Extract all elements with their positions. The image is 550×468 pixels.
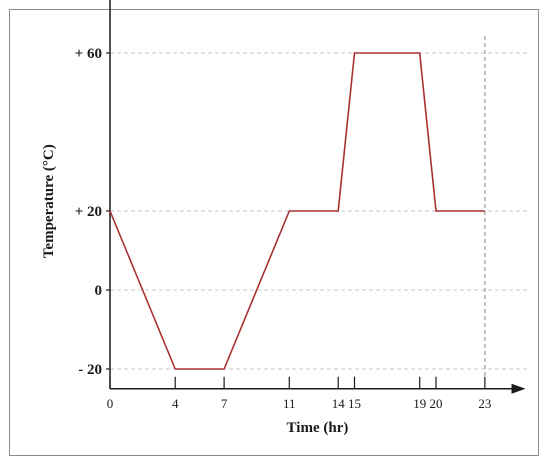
x-tick-label-6: 19 [413, 396, 426, 411]
x-tick-label-3: 11 [283, 396, 296, 411]
x-tick-label-7: 20 [430, 396, 443, 411]
grid-layer [110, 36, 528, 389]
series-line-0 [109, 52, 485, 370]
y-tick-label-0: - 20 [78, 362, 102, 378]
x-tick-label-5: 15 [348, 396, 361, 411]
x-tick-label-4: 14 [332, 396, 346, 411]
x-tick-label-8: 23 [478, 396, 491, 411]
y-tick-label-2: + 20 [75, 204, 102, 220]
x-axis-arrow [511, 383, 526, 394]
chart-frame [9, 9, 539, 456]
x-tick-label-2: 7 [221, 396, 228, 411]
series-layer [109, 52, 485, 370]
y-tick-label-3: + 60 [75, 46, 102, 62]
y-axis-label: Temperature (°C) [41, 144, 57, 258]
y-tick-label-1: 0 [95, 283, 103, 299]
axis-layer [106, 0, 526, 394]
x-tick-label-0: 0 [107, 396, 114, 411]
x-axis-label: Time (hr) [287, 420, 349, 436]
x-tick-label-1: 4 [172, 396, 179, 411]
label-layer: Time (hr) Temperature (°C) - 20 0 + 20 + 60… [41, 46, 491, 436]
